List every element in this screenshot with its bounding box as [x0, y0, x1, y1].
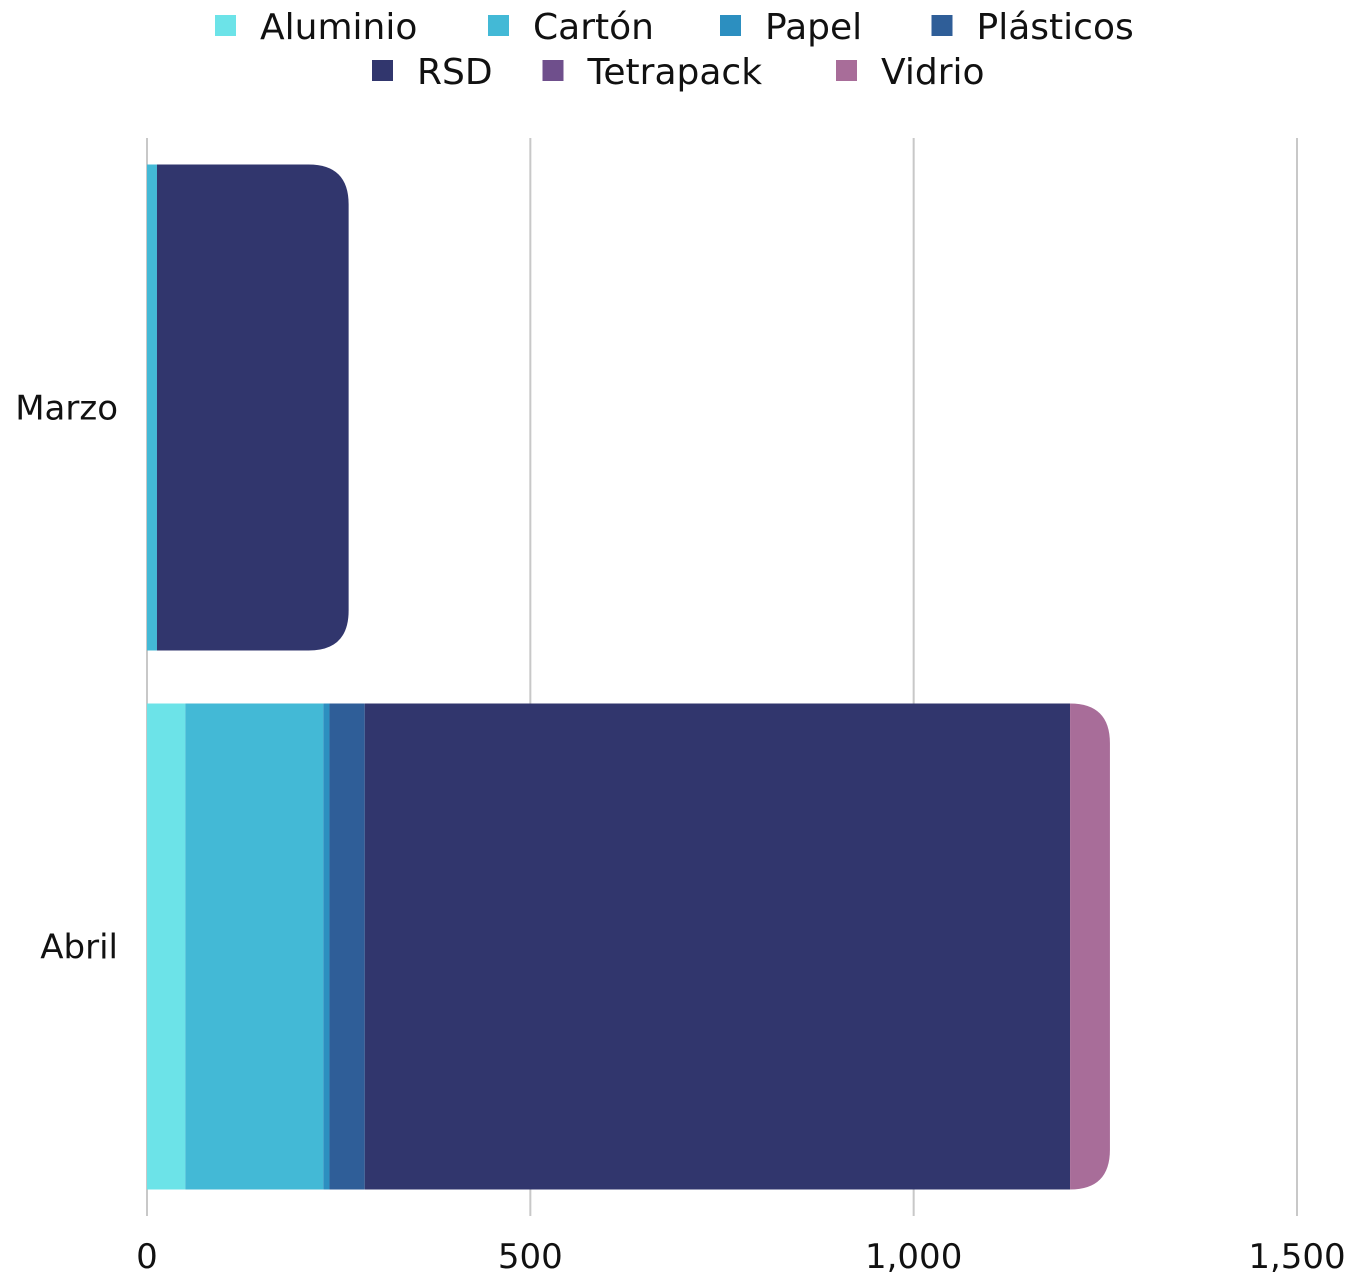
- legend-swatch-aluminio: [215, 15, 236, 36]
- bars: [147, 164, 1110, 1190]
- bar-marzo-carton: [147, 164, 157, 651]
- x-tick-label-1: 500: [498, 1237, 563, 1276]
- legend-label-aluminio: Aluminio: [260, 7, 417, 48]
- legend-swatch-rsd: [372, 60, 393, 81]
- legend-label-carton: Cartón: [533, 7, 654, 48]
- x-tick-label-2: 1,000: [865, 1237, 962, 1276]
- category-labels: Marzo Abril: [15, 389, 118, 968]
- legend-swatch-vidrio: [836, 60, 857, 81]
- bar-abril-papel: [323, 703, 330, 1190]
- legend-swatch-tetrapack: [542, 60, 564, 81]
- bar-abril-vidrio: [1070, 703, 1110, 1190]
- category-label-abril: Abril: [40, 928, 118, 968]
- legend-label-vidrio: Vidrio: [881, 52, 985, 93]
- legend-label-rsd: RSD: [417, 52, 493, 93]
- legend-item-plasticos: Plásticos: [931, 7, 1134, 48]
- legend-item-tetrapack: Tetrapack: [542, 52, 763, 93]
- legend-label-plasticos: Plásticos: [977, 7, 1134, 48]
- legend-item-papel: Papel: [720, 7, 862, 48]
- bar-abril-carton: [185, 703, 324, 1190]
- legend-swatch-plasticos: [931, 15, 953, 36]
- legend-item-aluminio: Aluminio: [215, 7, 417, 48]
- legend-swatch-papel: [720, 15, 741, 36]
- bar-abril-rsd: [364, 703, 1071, 1190]
- x-tick-label-0: 0: [136, 1237, 158, 1276]
- bar-marzo-rsd: [156, 164, 349, 651]
- legend-item-vidrio: Vidrio: [836, 52, 985, 93]
- category-label-marzo: Marzo: [15, 389, 118, 429]
- legend-label-tetrapack: Tetrapack: [587, 52, 763, 93]
- legend-item-carton: Cartón: [488, 7, 654, 48]
- bar-abril-plasticos: [329, 703, 365, 1190]
- legend-label-papel: Papel: [765, 7, 862, 48]
- legend-item-rsd: RSD: [372, 52, 493, 93]
- legend: Aluminio Cartón Papel Plásticos RSD Tetrapack…: [215, 7, 1134, 93]
- bar-abril-aluminio: [147, 703, 186, 1190]
- legend-swatch-carton: [488, 15, 509, 36]
- x-axis-tick-labels: 0 500 1,000 1,500: [136, 1237, 1345, 1276]
- x-tick-label-3: 1,500: [1248, 1237, 1345, 1276]
